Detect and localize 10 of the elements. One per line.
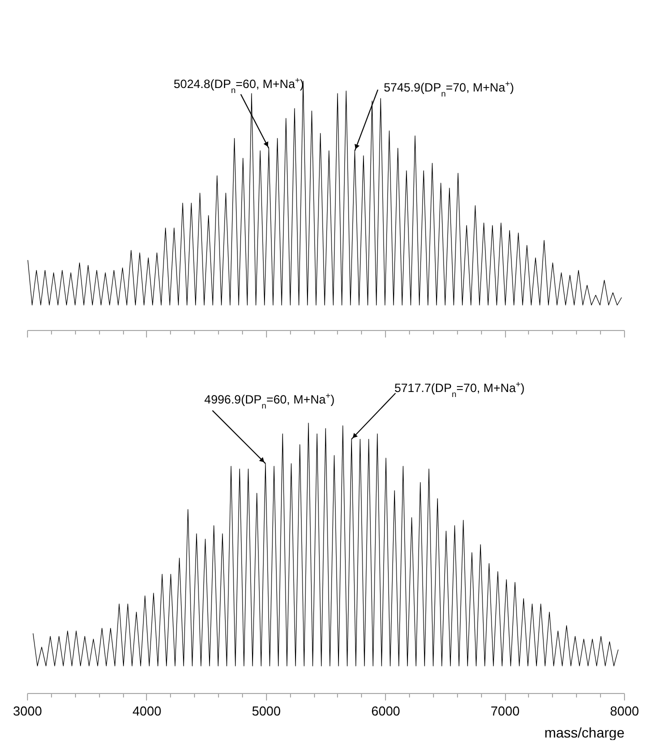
x-tick-label: 3000 xyxy=(13,704,42,718)
annotation: 4996.9(DP$_{n}$=60, M+Na$^{+}$) xyxy=(204,390,335,410)
annotation: 5024.8(DP$_{n}$=60, M+Na$^{+}$) xyxy=(174,75,304,96)
x-tick-label: 7000 xyxy=(490,704,520,718)
annotation: 5745.9(DP$_{n}$=70, M+Na$^{+}$) xyxy=(384,78,514,99)
x-tick-label: 6000 xyxy=(371,704,400,718)
x-tick-label: 5000 xyxy=(252,704,281,718)
x-tick-label: 8000 xyxy=(610,704,639,718)
x-tick-label: 4000 xyxy=(132,704,162,718)
annotation: 5717.7(DP$_{n}$=70, M+Na$^{+}$) xyxy=(394,379,525,400)
